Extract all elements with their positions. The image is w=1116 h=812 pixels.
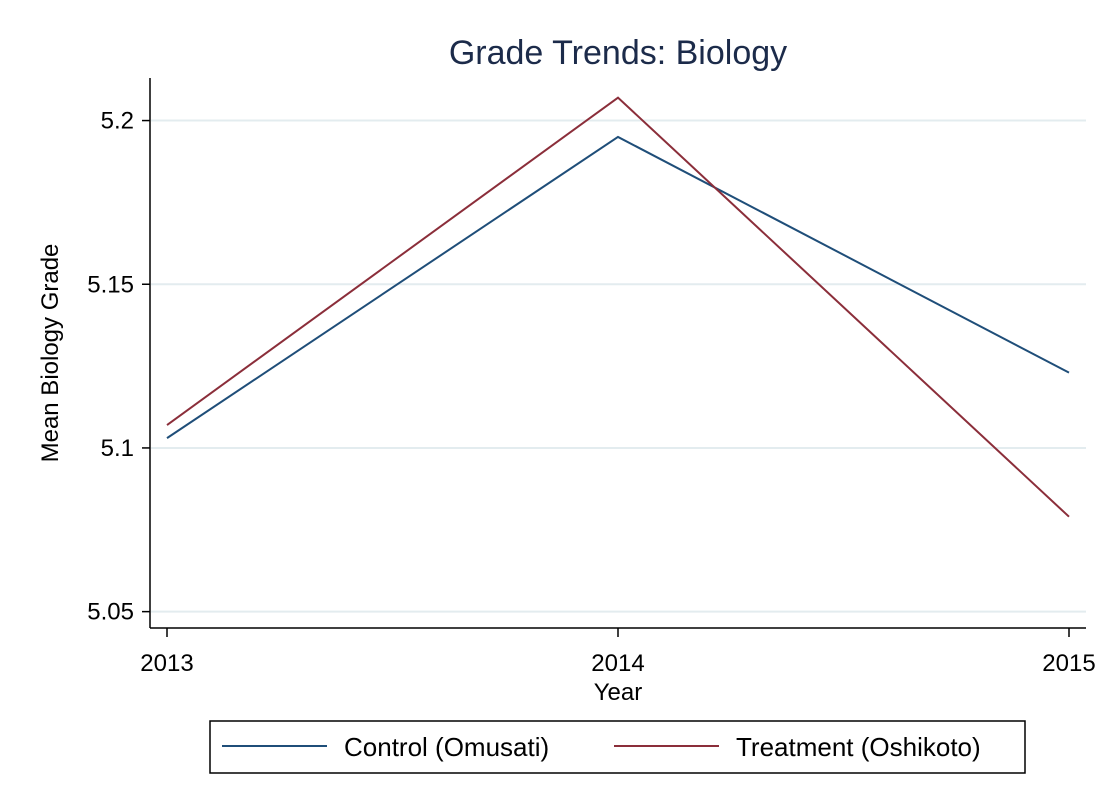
legend-items: Control (Omusati) Treatment (Oshikoto) — [222, 732, 981, 762]
x-axis-ticks: 2013 2014 2015 — [140, 628, 1096, 677]
y-tick-label: 5.2 — [101, 108, 134, 135]
y-axis-ticks: 5.05 5.1 5.15 5.2 — [87, 108, 150, 626]
series-line-treatment — [166, 96, 1070, 518]
y-tick-label: 5.15 — [87, 271, 134, 298]
y-axis-label: Mean Biology Grade — [37, 244, 64, 463]
series-line-control — [166, 135, 1070, 439]
x-tick-label: 2013 — [140, 650, 193, 677]
legend: Control (Omusati) Treatment (Oshikoto) — [209, 720, 1026, 774]
gridlines — [151, 119, 1086, 613]
x-axis-label: Year — [594, 679, 643, 706]
legend-label: Control (Omusati) — [344, 732, 549, 762]
x-tick-label: 2014 — [591, 650, 644, 677]
chart-title: Grade Trends: Biology — [449, 34, 787, 72]
y-tick-label: 5.1 — [101, 435, 134, 462]
legend-label: Treatment (Oshikoto) — [736, 732, 981, 762]
y-tick-label: 5.05 — [87, 599, 134, 626]
series-lines — [166, 96, 1070, 518]
x-tick-label: 2015 — [1042, 650, 1095, 677]
